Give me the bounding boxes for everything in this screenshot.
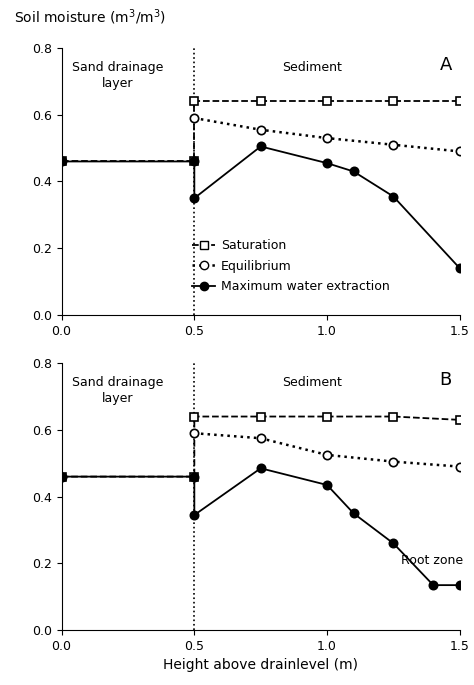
- Text: Soil moisture (m$^3$/m$^3$): Soil moisture (m$^3$/m$^3$): [14, 7, 166, 27]
- X-axis label: Height above drainlevel (m): Height above drainlevel (m): [163, 658, 358, 673]
- Legend: Saturation, Equilibrium, Maximum water extraction: Saturation, Equilibrium, Maximum water e…: [187, 234, 395, 298]
- Text: Sediment: Sediment: [283, 61, 342, 74]
- Text: Sand drainage
layer: Sand drainage layer: [72, 377, 163, 406]
- Text: Sediment: Sediment: [283, 377, 342, 390]
- Text: A: A: [439, 56, 452, 74]
- Text: Sand drainage
layer: Sand drainage layer: [72, 61, 163, 90]
- Text: B: B: [439, 371, 452, 389]
- Text: Root zone: Root zone: [401, 553, 464, 566]
